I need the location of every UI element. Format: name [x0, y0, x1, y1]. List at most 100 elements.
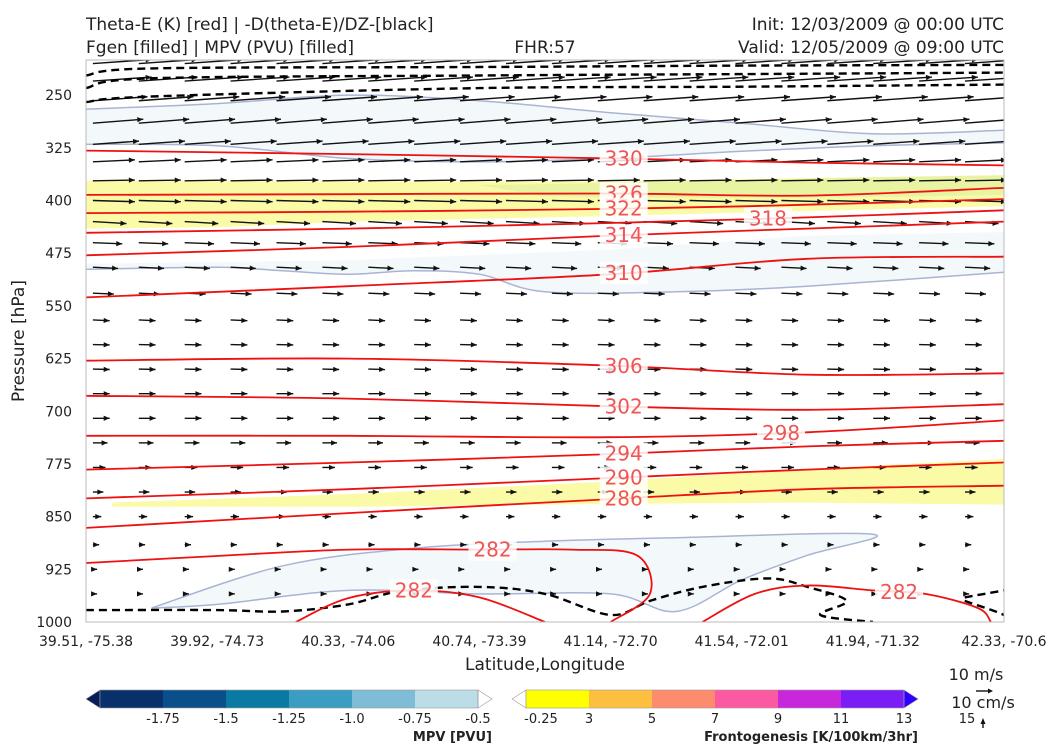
wind-vector [92, 391, 110, 397]
wind-vector [733, 591, 740, 597]
wind-vector-head [733, 117, 740, 123]
wind-vector [595, 566, 602, 572]
wind-vector-shaft [735, 118, 786, 124]
wind-vector-head [420, 464, 427, 471]
wind-vector [138, 514, 148, 520]
wind-vector-head [266, 157, 273, 163]
mpv-colorbar-title: MPV [PVU] [413, 730, 492, 745]
wind-vector-shaft [368, 179, 411, 182]
wind-vector-head [650, 464, 657, 471]
wind-vector-head [650, 60, 656, 63]
wind-vector-shaft [643, 118, 695, 124]
wind-vector-head [103, 317, 110, 324]
wind-vector-head [324, 94, 332, 100]
wind-vector [551, 74, 611, 82]
wind-vector [460, 440, 475, 446]
colorbar-tick-label: -0.5 [465, 712, 490, 727]
y-tick-label: 325 [45, 141, 72, 157]
wind-vector [505, 198, 549, 205]
wind-vector [460, 514, 469, 520]
wind-vector-shaft [735, 76, 795, 82]
wind-vector-head [725, 177, 732, 183]
wind-vector [551, 489, 563, 495]
wind-vector [276, 464, 290, 471]
wind-vector-head [187, 514, 194, 520]
wind-vector-head [779, 117, 786, 123]
mpv-contour-3 [151, 532, 878, 613]
wind-vector-head [496, 198, 503, 205]
wind-vector-shaft [322, 118, 373, 124]
wind-vector [827, 157, 870, 163]
wind-vector-head [909, 157, 916, 163]
wind-vector [551, 391, 569, 397]
wind-vector-shaft [138, 96, 194, 102]
wind-vector-head [888, 291, 895, 297]
wind-vector [641, 566, 648, 572]
wind-vector [276, 366, 294, 372]
wind-vector-shaft [919, 76, 978, 82]
wind-vector-shaft [964, 60, 1004, 65]
wind-vector-head [174, 177, 181, 183]
mpv-colorbar: -1.75 -1.5 -1.25 -1.0 -0.75 -0.5 -0.25 [85, 689, 558, 727]
y-axis-ticks: 250 325 400 475 550 625 700 775 850 925 1000 [36, 88, 72, 631]
theta-e-label-bg [599, 395, 648, 418]
wind-vector-head [504, 117, 511, 123]
wind-vector [322, 117, 373, 124]
colorbar-tick-label: 13 [896, 712, 913, 727]
wind-vector-head [683, 138, 690, 145]
wind-vector-head [529, 241, 536, 247]
wind-vector-head [228, 117, 236, 123]
wind-vector [276, 391, 294, 397]
wind-vector [368, 265, 394, 271]
wind-vector-head [512, 60, 518, 63]
theta-e-line [86, 461, 1004, 500]
wind-vector-head [220, 177, 227, 183]
stability-contour-layer [86, 63, 1004, 622]
wind-vector [964, 119, 1004, 124]
wind-vector [460, 94, 515, 102]
wind-vector [689, 514, 698, 520]
wind-vector-shaft [689, 76, 749, 82]
wind-vector-shaft [414, 179, 457, 182]
wind-vector-shaft [92, 199, 135, 203]
wind-vector-head [508, 514, 515, 520]
wind-vector [322, 464, 335, 471]
wind-vector [368, 117, 419, 124]
wind-vector [643, 415, 661, 421]
wind-vector-head [412, 117, 419, 123]
wind-vector-head [733, 566, 740, 572]
wind-vector-head [333, 317, 340, 324]
wind-vector-head [404, 157, 411, 163]
wind-vector-head [969, 489, 976, 495]
wind-vector-head [831, 489, 838, 495]
frontogenesis-colorbar-title: Frontogenesis [K/100km/3hr] [704, 730, 918, 745]
wind-vector [414, 342, 432, 348]
theta-e-label: 322 [605, 197, 643, 221]
wind-vector [505, 440, 521, 446]
colorbar-swatch [778, 690, 842, 708]
wind-vector-head [666, 241, 674, 247]
wind-vector-head [979, 291, 986, 297]
wind-vector [689, 415, 707, 421]
wind-vector-head [700, 317, 707, 324]
wind-vector-head [412, 566, 419, 572]
wind-vector-shaft [276, 96, 332, 102]
wind-vector [504, 566, 511, 572]
wind-vector-head [349, 220, 356, 226]
wind-vector-head [550, 566, 557, 572]
wind-vector [184, 415, 202, 421]
wind-vector-head [337, 291, 344, 297]
wind-vector-shaft [230, 96, 286, 102]
wind-vector-head [182, 117, 190, 123]
wind-vector-head [287, 415, 294, 421]
wind-vector [92, 220, 127, 226]
theta-e-label-bg [599, 262, 648, 285]
wind-vector [687, 566, 694, 572]
wind-vector-head [483, 241, 490, 247]
wind-vector [184, 220, 219, 226]
wind-vector-head [162, 241, 169, 247]
wind-vector-shaft [138, 118, 190, 124]
colorbar-swatch [415, 690, 479, 708]
wind-vector [460, 317, 477, 324]
